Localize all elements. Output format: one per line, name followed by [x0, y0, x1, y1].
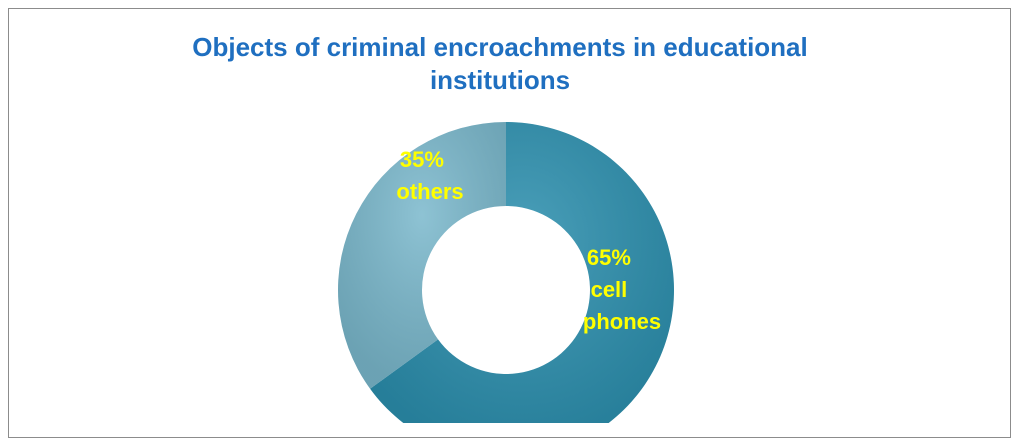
chart-title: Objects of criminal encroachments in edu… — [130, 31, 870, 97]
slice-label-cell-phones-line-1: 65% — [587, 245, 631, 270]
slice-label-cell-phones-line-3: phones — [583, 309, 661, 334]
slice-label-cell-phones: 65% cell phones — [583, 245, 661, 334]
slice-labels: 65% cell phones 35% others — [396, 147, 661, 334]
slice-label-others-line-2: others — [396, 179, 463, 204]
slice-label-others: 35% others — [396, 147, 463, 204]
slice-cell-phones-shading — [370, 122, 674, 423]
chart-title-line-1: Objects of criminal encroachments in edu… — [192, 32, 808, 62]
slice-others-shading — [338, 122, 506, 389]
slice-label-cell-phones-line-2: cell — [591, 277, 628, 302]
chart-title-line-2: institutions — [429, 65, 571, 95]
chart-frame — [8, 8, 1011, 438]
donut-chart: 65% cell phones 35% others — [338, 122, 674, 423]
slice-label-others-line-1: 35% — [400, 147, 444, 172]
donut-slices — [338, 122, 674, 423]
